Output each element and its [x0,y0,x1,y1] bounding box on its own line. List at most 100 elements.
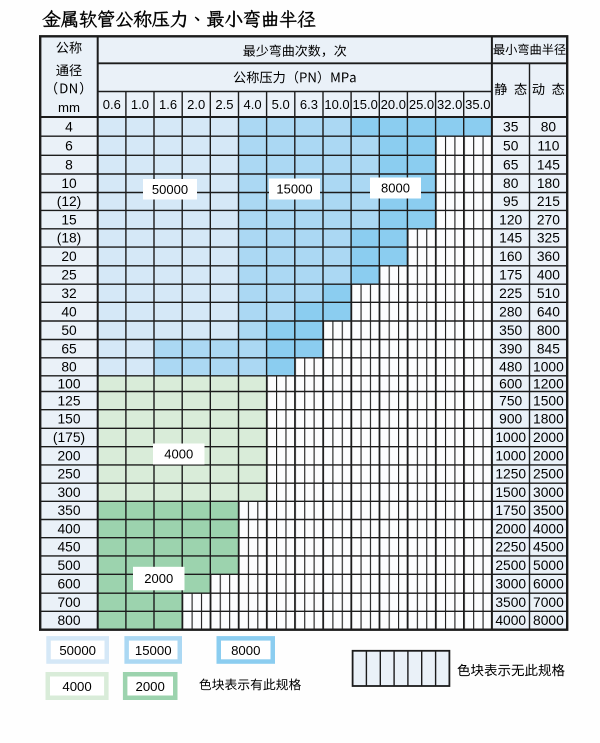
svg-text:600: 600 [57,577,80,592]
svg-text:4000: 4000 [164,447,193,462]
svg-text:8: 8 [65,157,73,172]
svg-text:200: 200 [57,449,80,464]
svg-text:400: 400 [537,268,560,283]
svg-text:5.0: 5.0 [272,97,290,112]
svg-text:25: 25 [61,268,77,283]
svg-text:35: 35 [503,119,519,134]
svg-text:215: 215 [537,194,560,209]
svg-text:32.0: 32.0 [437,97,462,112]
svg-text:65: 65 [503,157,519,172]
svg-text:6.3: 6.3 [300,97,318,112]
svg-text:4500: 4500 [533,540,564,555]
svg-text:1000: 1000 [495,430,526,445]
svg-text:1500: 1500 [495,485,526,500]
svg-text:350: 350 [57,503,80,518]
svg-text:10.0: 10.0 [324,97,349,112]
svg-text:4000: 4000 [533,521,564,536]
svg-text:15000: 15000 [276,182,312,197]
svg-text:2.0: 2.0 [187,97,205,112]
svg-text:2000: 2000 [136,679,165,694]
svg-text:4: 4 [65,119,73,134]
svg-text:180: 180 [537,176,560,191]
svg-text:150: 150 [57,412,80,427]
svg-text:500: 500 [57,558,80,573]
svg-text:160: 160 [499,249,522,264]
svg-text:15.0: 15.0 [353,97,378,112]
svg-text:15: 15 [61,212,77,227]
svg-text:2.5: 2.5 [215,97,233,112]
svg-text:800: 800 [57,613,80,628]
svg-text:175: 175 [499,268,522,283]
svg-text:270: 270 [537,212,560,227]
svg-text:15000: 15000 [135,643,172,658]
svg-text:2000: 2000 [533,449,564,464]
svg-text:(18): (18) [57,231,82,246]
svg-text:600: 600 [499,376,522,391]
svg-text:3000: 3000 [495,577,526,592]
svg-text:640: 640 [537,304,560,319]
svg-text:10: 10 [61,176,77,191]
svg-text:4000: 4000 [495,613,526,628]
svg-text:225: 225 [499,286,522,301]
svg-text:1.0: 1.0 [131,97,149,112]
svg-text:120: 120 [499,212,522,227]
svg-text:35.0: 35.0 [465,97,490,112]
svg-text:7000: 7000 [533,595,564,610]
svg-text:20.0: 20.0 [381,97,406,112]
svg-text:32: 32 [61,286,76,301]
svg-text:2500: 2500 [533,467,564,482]
svg-text:25.0: 25.0 [409,97,434,112]
svg-text:145: 145 [499,231,522,246]
svg-text:6000: 6000 [533,577,564,592]
svg-text:80: 80 [503,176,519,191]
svg-text:480: 480 [499,360,522,375]
svg-text:80: 80 [541,119,557,134]
svg-text:1000: 1000 [495,449,526,464]
svg-text:8000: 8000 [533,613,564,628]
svg-text:1200: 1200 [533,376,564,391]
svg-text:800: 800 [537,323,560,338]
svg-text:250: 250 [57,467,80,482]
svg-text:65: 65 [61,341,77,356]
svg-text:360: 360 [537,249,560,264]
svg-text:8000: 8000 [381,181,410,196]
svg-text:6: 6 [65,138,73,153]
svg-text:280: 280 [499,304,522,319]
svg-text:50: 50 [503,138,519,153]
svg-text:(12): (12) [57,194,82,209]
svg-text:450: 450 [57,540,80,555]
svg-text:100: 100 [57,376,80,391]
svg-text:145: 145 [537,157,560,172]
svg-text:80: 80 [61,360,77,375]
svg-text:2250: 2250 [495,540,526,555]
svg-text:1750: 1750 [495,503,526,518]
svg-text:3000: 3000 [533,485,564,500]
svg-text:390: 390 [499,341,522,356]
svg-text:350: 350 [499,323,522,338]
svg-text:50: 50 [61,323,77,338]
svg-text:3500: 3500 [533,503,564,518]
svg-text:750: 750 [499,393,522,408]
svg-text:mm: mm [58,100,80,115]
svg-text:845: 845 [537,341,560,356]
svg-text:3500: 3500 [495,595,526,610]
svg-text:110: 110 [537,138,559,153]
svg-text:40: 40 [61,304,77,319]
svg-text:1250: 1250 [495,467,526,482]
svg-text:(175): (175) [53,430,85,445]
svg-text:50000: 50000 [59,643,96,658]
svg-text:125: 125 [57,393,80,408]
svg-text:510: 510 [537,286,560,301]
svg-text:400: 400 [57,521,80,536]
svg-text:900: 900 [499,412,522,427]
svg-text:95: 95 [503,194,519,209]
svg-text:20: 20 [61,249,77,264]
svg-text:2000: 2000 [533,430,564,445]
svg-text:325: 325 [537,231,560,246]
svg-text:2500: 2500 [495,558,526,573]
svg-text:0.6: 0.6 [103,97,121,112]
svg-text:300: 300 [57,485,80,500]
svg-text:5000: 5000 [533,558,564,573]
svg-text:4000: 4000 [62,679,91,694]
svg-text:4.0: 4.0 [244,97,262,112]
